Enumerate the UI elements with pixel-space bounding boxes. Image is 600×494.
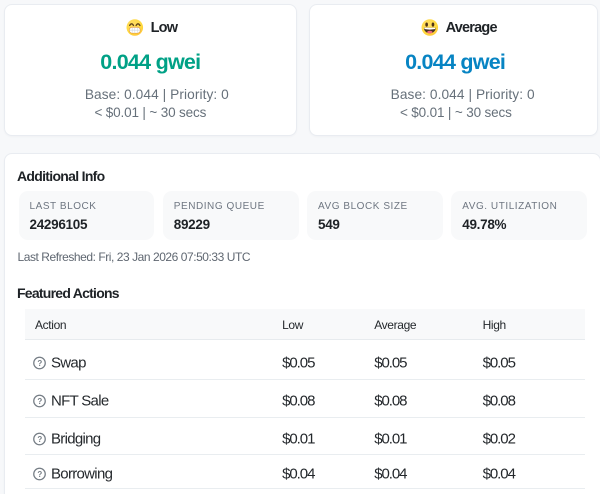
svg-text:?: ? — [37, 470, 42, 479]
svg-text:?: ? — [37, 397, 42, 406]
svg-text:?: ? — [37, 359, 42, 368]
svg-text:?: ? — [37, 435, 42, 444]
